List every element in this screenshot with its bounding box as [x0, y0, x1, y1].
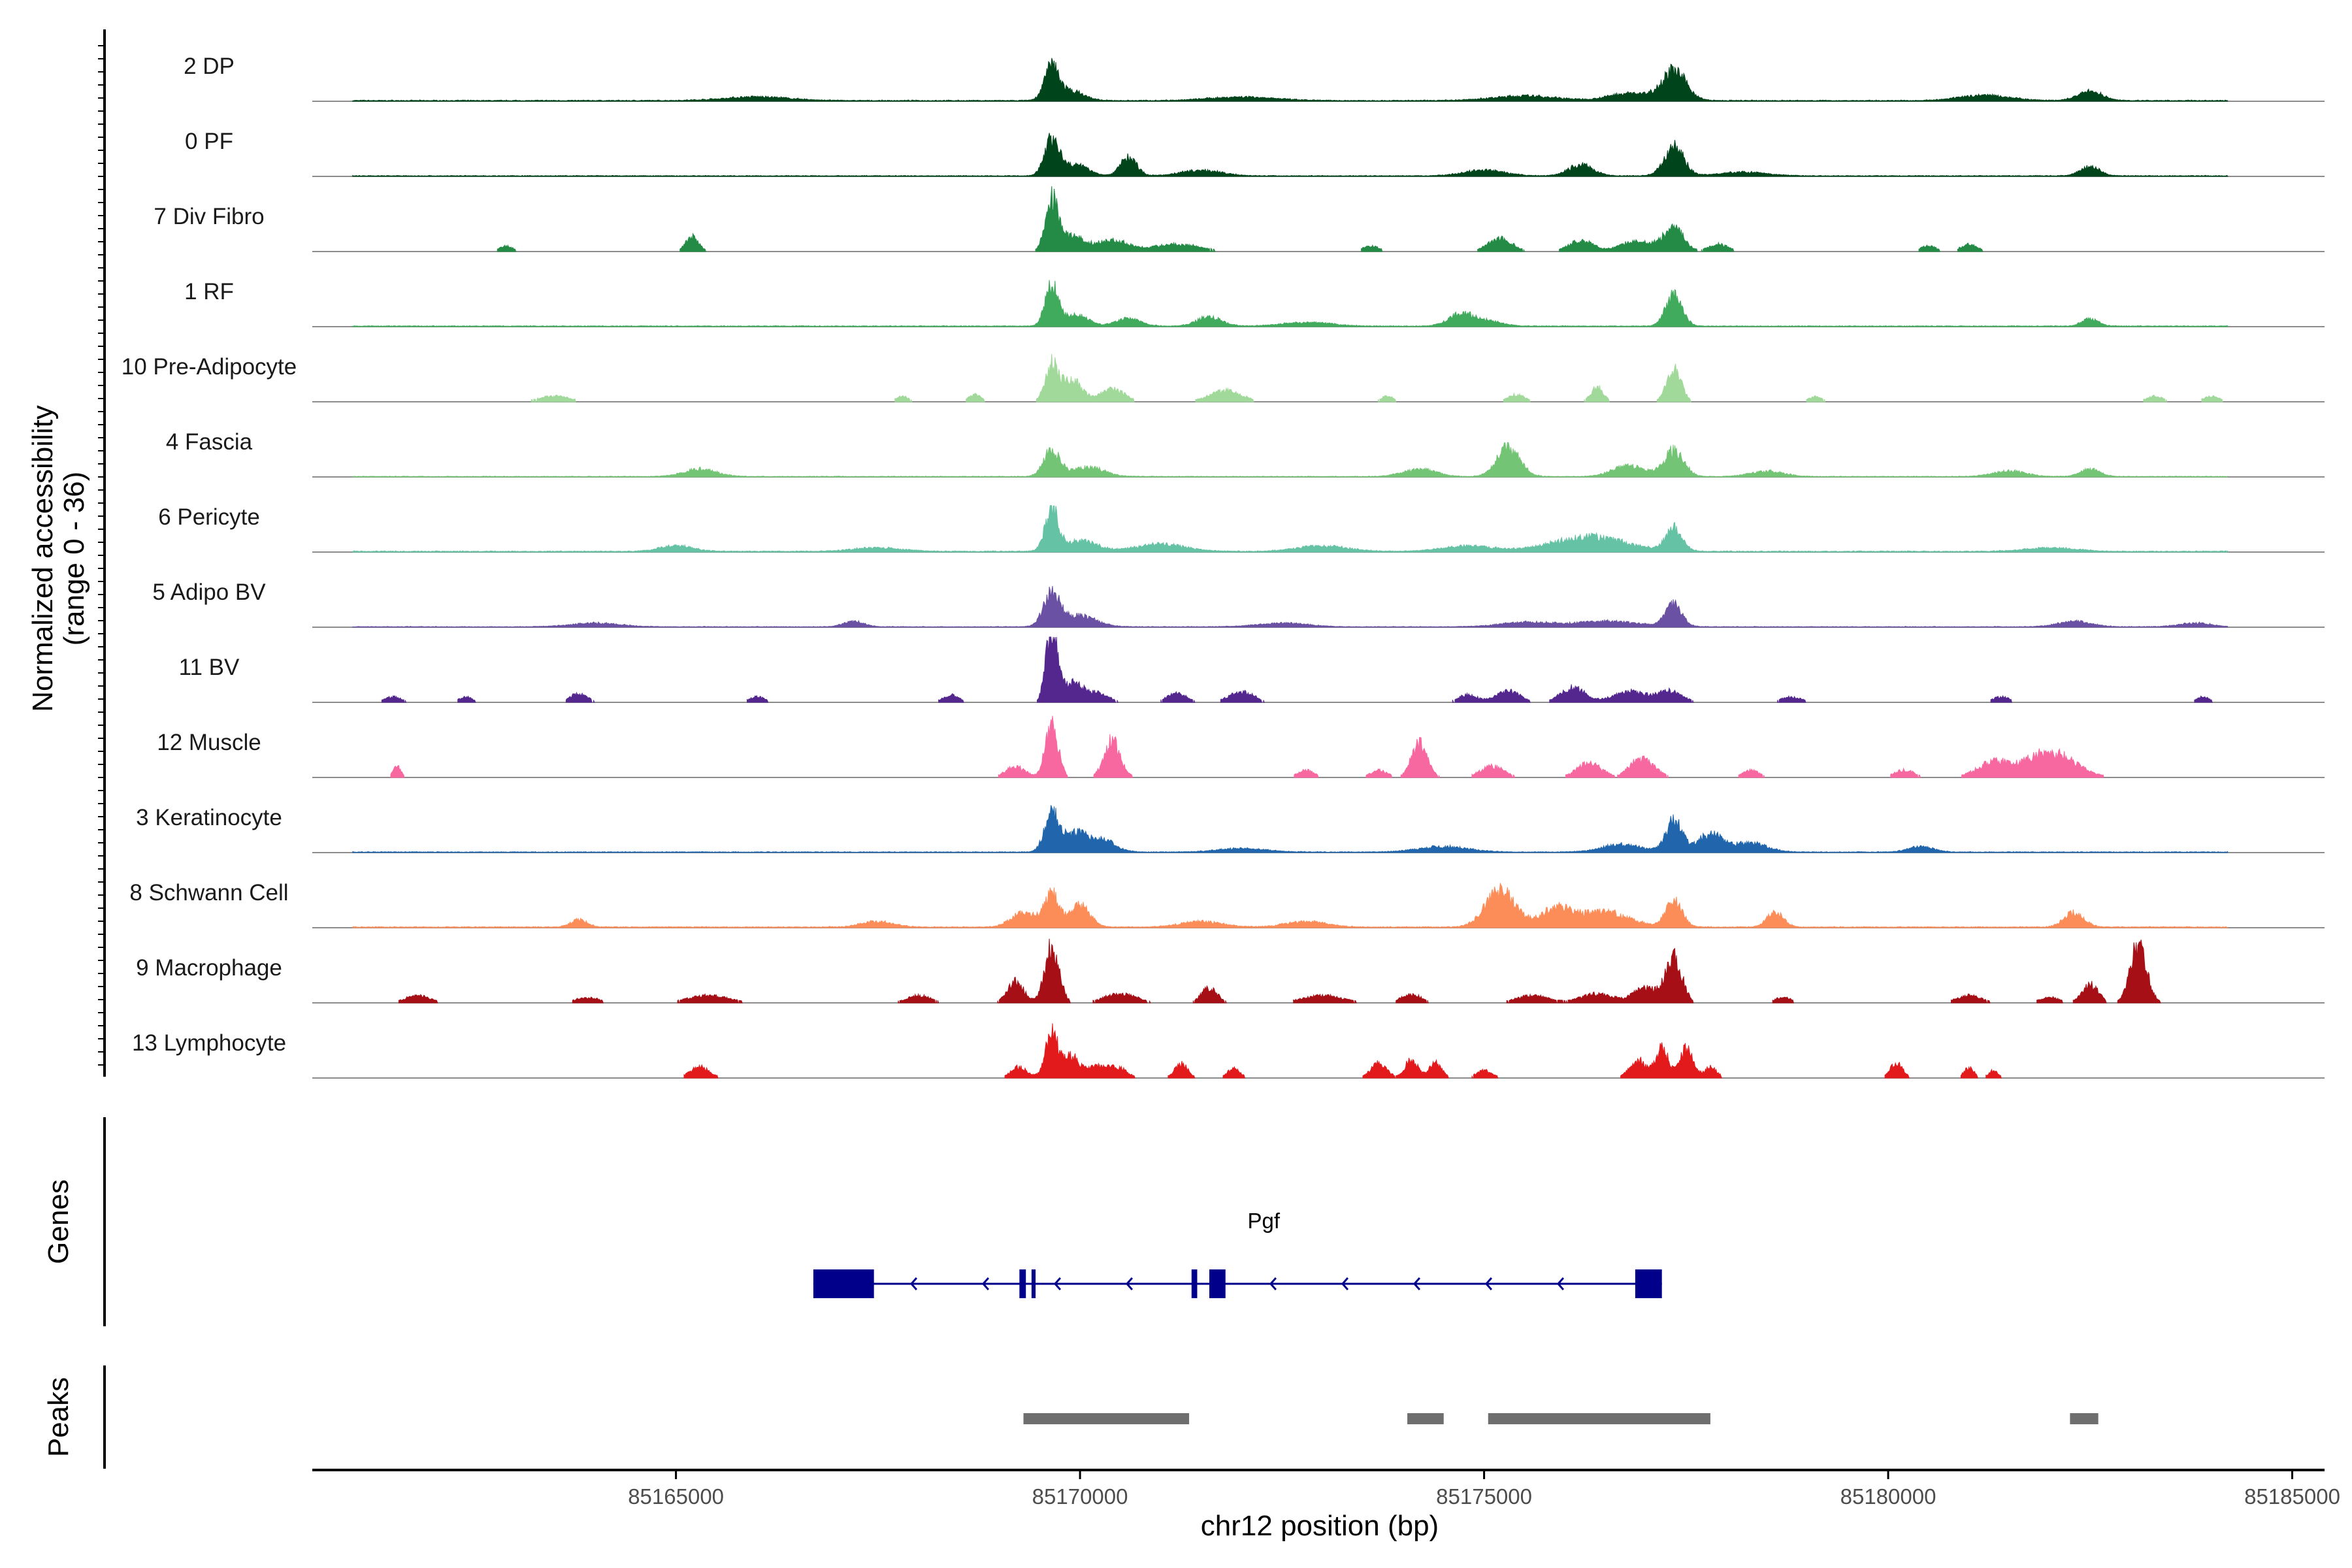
track: 6 Pericyte	[158, 504, 2325, 553]
strand-arrow	[1413, 1277, 1421, 1290]
track-label: 1 RF	[184, 279, 234, 304]
x-axis-ticks: 85165000 85170000 85175000 85180000 85185000	[628, 1470, 2340, 1509]
track-label: 3 Keratinocyte	[136, 805, 282, 830]
gene-exon	[1031, 1269, 1036, 1298]
coverage-tracks: 2 DP 0 PF 7 Div Fibro 1 RF 10 Pre-Adipocyte 4…	[122, 54, 2325, 1079]
gene-name-label: Pgf	[1248, 1209, 1281, 1233]
gene-exon	[1635, 1269, 1662, 1298]
strand-arrow	[1053, 1277, 1062, 1290]
coverage-area	[352, 505, 2229, 553]
track-label: 9 Macrophage	[136, 955, 282, 981]
coverage-area	[381, 636, 2213, 703]
strand-arrow	[1341, 1277, 1349, 1290]
track: 13 Lymphocyte	[132, 1023, 2325, 1079]
strand-arrow	[981, 1277, 990, 1290]
track: 11 BV	[179, 636, 2325, 703]
track: 9 Macrophage	[136, 938, 2325, 1004]
strand-arrow	[1269, 1277, 1277, 1290]
coverage-area	[352, 280, 2229, 327]
coverage-area	[352, 133, 2229, 177]
coverage-area	[398, 938, 2161, 1004]
y-axis-minor-ticks	[98, 45, 105, 1066]
x-tick-label: 85165000	[628, 1484, 724, 1509]
coverage-area	[352, 805, 2229, 853]
track: 7 Div Fibro	[154, 186, 2325, 252]
coverage-area	[352, 882, 2229, 928]
track: 12 Muscle	[157, 715, 2325, 778]
x-tick-label: 85185000	[2244, 1484, 2340, 1509]
coverage-area	[352, 57, 2229, 102]
y-axis-title: Normalized accessibility	[27, 405, 59, 711]
coverage-area	[390, 715, 2104, 778]
track-label: 13 Lymphocyte	[132, 1030, 286, 1056]
x-tick-label: 85175000	[1436, 1484, 1532, 1509]
track-label: 6 Pericyte	[158, 504, 260, 530]
gene-exon	[1191, 1269, 1198, 1298]
x-tick-label: 85180000	[1840, 1484, 1936, 1509]
track-label: 11 BV	[179, 655, 240, 680]
track: 4 Fascia	[166, 429, 2325, 478]
gene-exon	[1019, 1269, 1026, 1298]
peak-region	[2070, 1413, 2099, 1424]
track-label: 8 Schwann Cell	[129, 880, 288, 906]
gene-exon	[813, 1269, 874, 1298]
track: 0 PF	[185, 129, 2325, 177]
strand-arrow	[1125, 1277, 1134, 1290]
track: 3 Keratinocyte	[136, 805, 2325, 853]
peak-region	[1488, 1413, 1710, 1424]
gene-models: Pgf	[813, 1209, 1662, 1298]
coverage-area	[352, 585, 2229, 628]
y-axis-range: (range 0 - 36)	[58, 472, 90, 646]
x-axis-title: chr12 position (bp)	[1201, 1510, 1439, 1542]
peaks-panel-label: Peaks	[42, 1377, 74, 1457]
track-label: 2 DP	[184, 54, 235, 79]
track-label: 4 Fascia	[166, 429, 253, 455]
track-label: 12 Muscle	[157, 730, 261, 755]
track-label: 10 Pre-Adipocyte	[122, 354, 297, 380]
strand-arrow	[1556, 1277, 1565, 1290]
gene-pgf: Pgf	[813, 1209, 1662, 1298]
track-label: 7 Div Fibro	[154, 204, 264, 229]
genes-panel-label: Genes	[42, 1179, 74, 1264]
track: 2 DP	[184, 54, 2325, 102]
strand-arrow	[909, 1277, 918, 1290]
coverage-area	[497, 186, 1984, 252]
strand-arrow	[1484, 1277, 1493, 1290]
track: 1 RF	[184, 279, 2325, 327]
track: 8 Schwann Cell	[129, 880, 2325, 928]
gene-exon	[1209, 1269, 1226, 1298]
track: 10 Pre-Adipocyte	[122, 353, 2325, 402]
track-label: 0 PF	[185, 129, 233, 154]
peak-regions	[1023, 1413, 2099, 1424]
coverage-area	[531, 353, 2223, 402]
x-tick-label: 85170000	[1032, 1484, 1128, 1509]
track: 5 Adipo BV	[152, 580, 2325, 628]
peak-region	[1023, 1413, 1190, 1424]
coverage-area	[352, 442, 2229, 478]
track-label: 5 Adipo BV	[152, 580, 266, 605]
coverage-area	[683, 1023, 2002, 1079]
peak-region	[1407, 1413, 1444, 1424]
